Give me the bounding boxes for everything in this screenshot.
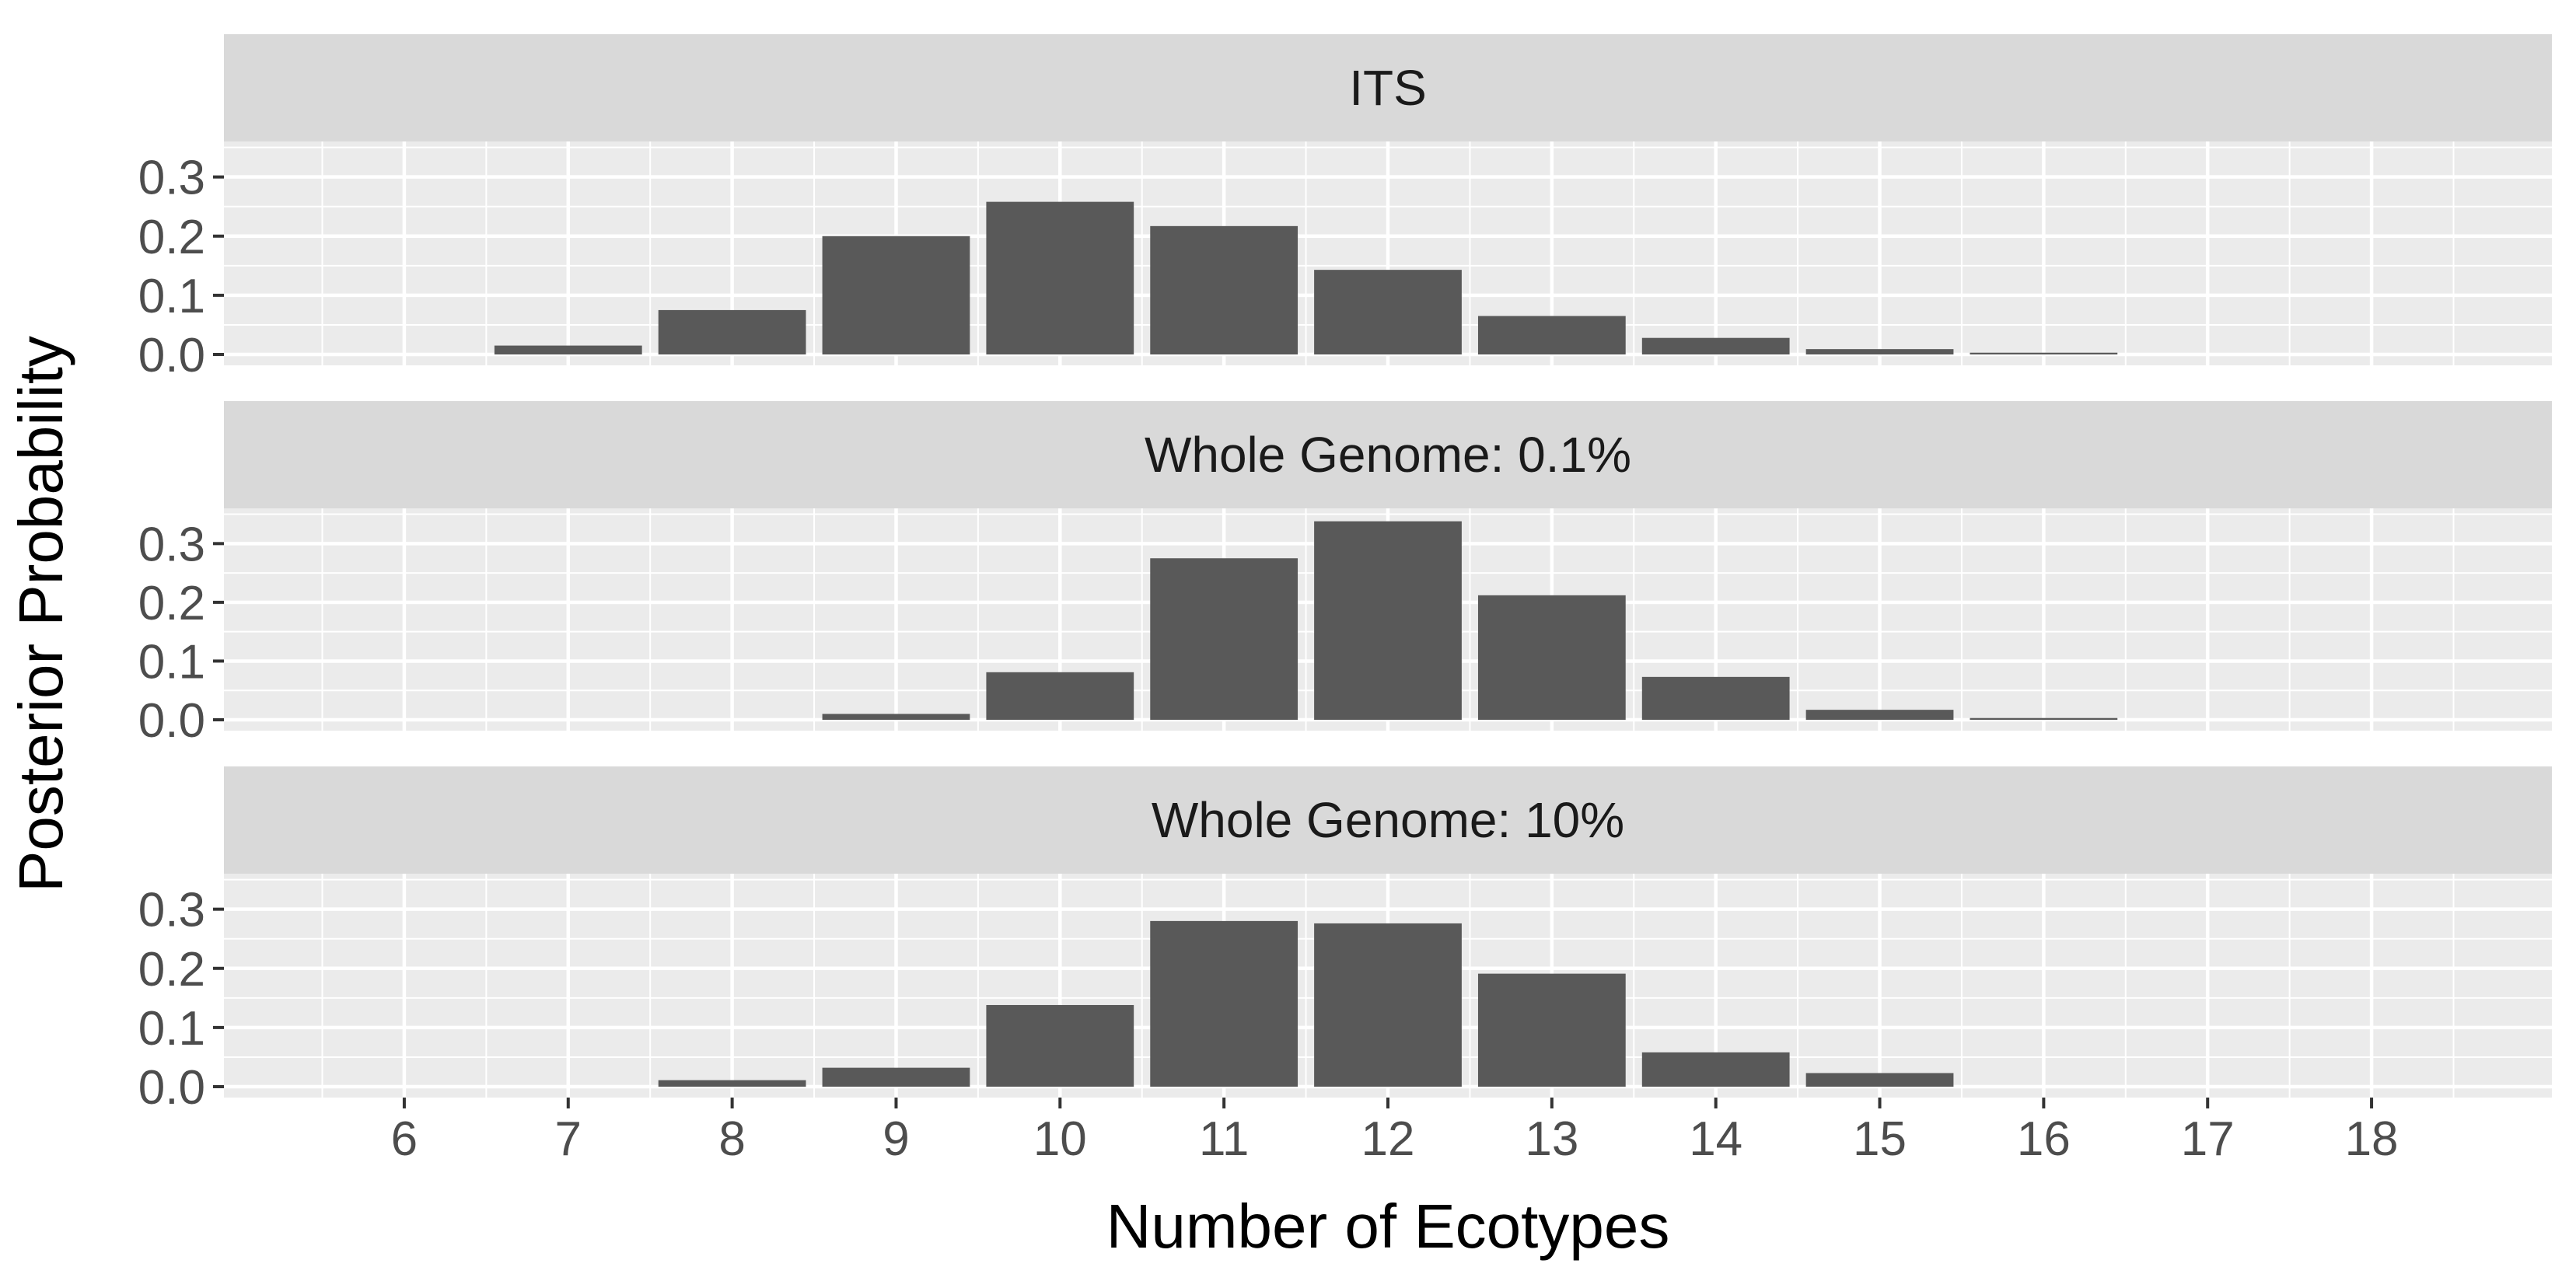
facet-strip-label: Whole Genome: 10%	[1152, 792, 1624, 848]
x-tick-label: 6	[391, 1112, 418, 1166]
bar	[1970, 352, 2118, 354]
bar	[986, 1004, 1134, 1087]
facet-panel: Whole Genome: 10% 0.00.10.2 0.3	[138, 766, 2552, 1115]
bar	[1805, 349, 1954, 354]
bar	[1477, 595, 1626, 720]
x-axis-title: Number of Ecotypes	[1106, 1192, 1670, 1261]
y-tick-label: 0.1	[138, 270, 205, 323]
x-tick-label: 8	[718, 1112, 745, 1166]
y-tick-label: 0.1	[138, 1002, 205, 1056]
x-tick-label: 15	[1853, 1112, 1907, 1166]
x-tick-label: 11	[1199, 1112, 1249, 1166]
x-tick-label: 17	[2181, 1112, 2235, 1166]
bar	[1314, 521, 1462, 720]
facet-panel: ITS 0.0 0.1 0.2 0.3	[138, 34, 2552, 382]
x-tick-label: 14	[1689, 1112, 1742, 1166]
y-tick-label: 0.3	[138, 518, 205, 571]
y-tick-label: 0.1	[138, 635, 205, 689]
facet-strip	[224, 401, 2552, 508]
facet-panel: Whole Genome: 0.1% 0.00.10.2 0.3	[138, 401, 2552, 748]
y-tick-label: 0.0	[138, 1061, 205, 1115]
bar	[658, 1080, 806, 1087]
bar	[986, 201, 1134, 354]
facet-strip	[224, 34, 2552, 141]
x-tick-label: 13	[1525, 1112, 1578, 1166]
x-axis: 6 7 8 9 10 11 12 13 14 15 16 17 18	[391, 1098, 2399, 1166]
x-tick-label: 9	[883, 1112, 909, 1166]
bar	[1477, 973, 1626, 1087]
x-tick-label: 18	[2345, 1112, 2399, 1166]
y-tick-label: 0.2	[138, 211, 205, 264]
bar	[1314, 270, 1462, 354]
y-axis-title: Posterior Probability	[6, 336, 75, 892]
bar	[1150, 225, 1298, 354]
bar	[494, 345, 642, 354]
bar	[822, 714, 970, 720]
y-tick-label: 0.3	[138, 152, 205, 205]
facet-strip	[224, 766, 2552, 874]
bar	[1970, 717, 2118, 720]
bar	[1641, 337, 1790, 354]
bar	[822, 1067, 970, 1087]
bar	[1641, 676, 1790, 720]
facet-strip-label: Whole Genome: 0.1%	[1145, 427, 1631, 483]
y-tick-label: 0.2	[138, 943, 205, 997]
bar	[1641, 1052, 1790, 1087]
y-tick-label: 0.3	[138, 884, 205, 937]
facet-strip-label: ITS	[1349, 60, 1427, 116]
x-tick-label: 12	[1361, 1112, 1415, 1166]
bar	[658, 309, 806, 354]
bar	[1150, 920, 1298, 1087]
bar	[1150, 558, 1298, 720]
bar	[822, 236, 970, 354]
x-tick-label: 16	[2017, 1112, 2071, 1166]
bar	[1805, 710, 1954, 720]
x-tick-label: 10	[1033, 1112, 1087, 1166]
bar	[1314, 923, 1462, 1087]
x-tick-label: 7	[555, 1112, 582, 1166]
y-tick-label: 0.2	[138, 577, 205, 630]
bar	[986, 672, 1134, 720]
bar	[1805, 1073, 1954, 1087]
y-tick-label: 0.0	[138, 694, 205, 748]
y-tick-label: 0.0	[138, 329, 205, 382]
bar	[1477, 316, 1626, 354]
